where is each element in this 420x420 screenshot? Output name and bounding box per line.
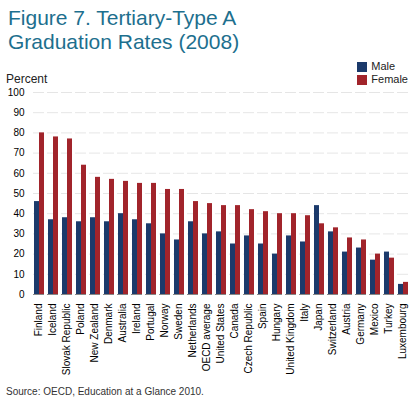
svg-text:Iceland: Iceland [47, 304, 58, 336]
svg-text:0: 0 [19, 289, 25, 300]
svg-text:Finland: Finland [33, 304, 44, 337]
svg-text:Hungary: Hungary [271, 304, 282, 342]
html-text:Figure 7. Tertiary-Type A Grad: Figure 7. Tertiary-Type A Graduation Rat… [8, 6, 240, 53]
svg-text:United Kingdom: United Kingdom [285, 304, 296, 375]
svg-text:United States: United States [215, 304, 226, 364]
svg-text:20: 20 [13, 248, 25, 259]
svg-text:30: 30 [13, 228, 25, 239]
svg-text:Norway: Norway [159, 304, 170, 338]
html-text:Source: OECD, Education at a G: Source: OECD, Education at a Glance 2010… [6, 386, 204, 397]
svg-text:Australia: Australia [117, 303, 128, 342]
svg-text:Spain: Spain [257, 304, 268, 330]
svg-text:Germany: Germany [355, 304, 366, 345]
svg-text:Turkey: Turkey [383, 304, 394, 334]
svg-text:Switzerland: Switzerland [327, 304, 338, 356]
svg-text:60: 60 [13, 168, 25, 179]
html-text:Male: Male [371, 60, 396, 72]
svg-text:OECD average: OECD average [201, 303, 212, 371]
svg-text:40: 40 [13, 208, 25, 219]
svg-text:Denmark: Denmark [103, 303, 114, 345]
svg-text:80: 80 [13, 127, 25, 138]
svg-text:70: 70 [13, 147, 25, 158]
svg-text:Italy: Italy [299, 304, 310, 322]
svg-text:10: 10 [13, 269, 25, 280]
svg-text:Canada: Canada [229, 303, 240, 338]
svg-text:Poland: Poland [75, 304, 86, 335]
svg-text:100: 100 [8, 87, 25, 98]
svg-text:Ireland: Ireland [131, 304, 142, 335]
svg-text:Czech Republic: Czech Republic [243, 304, 254, 374]
svg-text:Mexico: Mexico [369, 303, 380, 335]
svg-text:50: 50 [13, 188, 25, 199]
html-text:Percent: Percent [6, 72, 48, 86]
svg-text:Netherlands: Netherlands [187, 304, 198, 358]
html-text:Female: Female [371, 73, 408, 85]
svg-text:New Zealand: New Zealand [89, 304, 100, 363]
svg-text:Austria: Austria [341, 303, 352, 335]
svg-text:90: 90 [13, 107, 25, 118]
svg-text:Sweden: Sweden [173, 304, 184, 340]
svg-text:Japan: Japan [313, 304, 324, 331]
svg-text:Slovak Republic: Slovak Republic [61, 304, 72, 376]
svg-text:Luxembourg: Luxembourg [397, 304, 408, 360]
svg-text:Portugal: Portugal [145, 304, 156, 341]
